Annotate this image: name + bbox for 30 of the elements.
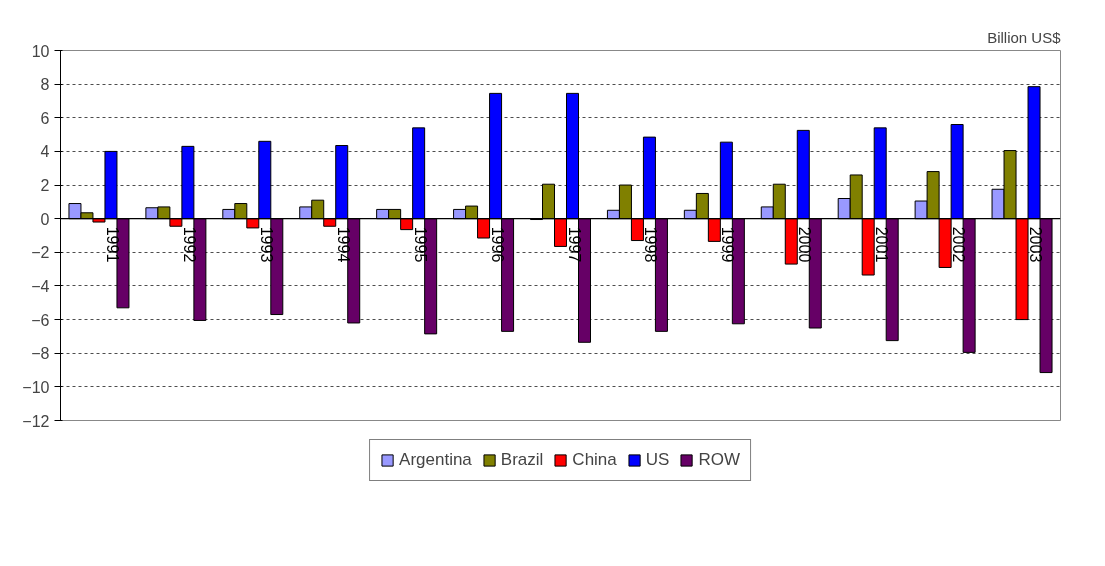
y-tick-label: 0 [40,210,50,228]
y-tick-label: −4 [31,277,50,295]
x-tick-label: 2002 [950,226,968,263]
y-tick-label: −6 [31,311,50,329]
y-tick-label: 8 [40,76,50,94]
legend-label: Brazil [500,450,544,470]
x-tick-label: 1996 [488,226,506,263]
y-tick-label: −8 [31,345,50,363]
y-tick-label: 4 [40,143,50,161]
legend-label: US [645,450,670,470]
y-tick-label: −12 [22,412,50,430]
x-tick-label: 2000 [796,226,814,263]
legend-label: ROW [698,450,740,470]
x-tick-label: 1993 [257,226,275,263]
y-tick-label: −2 [31,244,50,262]
y-tick-label: 2 [40,177,50,195]
text: Billion US$ [987,28,1062,46]
x-tick-label: 1991 [103,226,121,263]
x-tick-label: 2001 [873,226,891,263]
y-tick-label: −10 [22,378,50,396]
x-tick-label: 1999 [719,226,737,263]
y-tick-label: 10 [31,42,50,60]
x-tick-label: 2003 [1027,226,1045,263]
legend-label: China [572,450,617,470]
x-tick-label: 1994 [334,226,352,263]
y-tick-label: 6 [40,109,50,127]
x-tick-label: 1992 [180,226,198,263]
x-tick-label: 1998 [642,226,660,263]
x-tick-label: 1995 [411,226,429,263]
legend-label: Argentina [399,450,472,470]
